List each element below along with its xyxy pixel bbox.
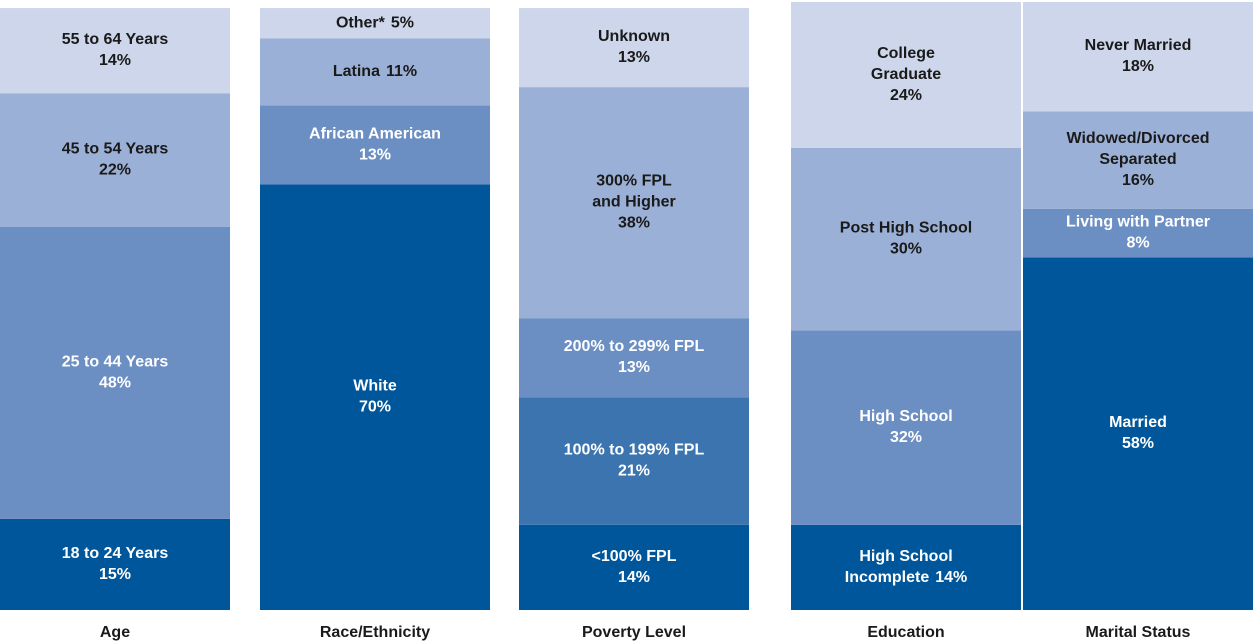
segment-name: 25 to 44 Years: [62, 354, 169, 371]
column-title: Poverty Level: [582, 624, 686, 641]
segment-label: College Graduate 24%: [871, 45, 941, 104]
segment-name: and Higher: [592, 194, 676, 211]
segment-name: White: [353, 378, 397, 395]
segment-label: 25 to 44 Years 48%: [62, 354, 169, 392]
segment-name: High School: [859, 408, 952, 425]
segment-value: 58%: [1122, 435, 1154, 452]
segment-label: High School 32%: [859, 408, 952, 446]
segment-value: 13%: [359, 147, 391, 164]
bar-segment: [0, 8, 230, 94]
segment-label: Unknown 13%: [598, 28, 670, 66]
bar-segment: [260, 38, 490, 106]
segment-value: 48%: [99, 375, 131, 392]
segment-name: 18 to 24 Years: [62, 545, 169, 562]
segment-label: 200% to 299% FPL 13%: [564, 338, 705, 376]
bar-segment: [260, 105, 490, 185]
segment-value: 22%: [99, 162, 131, 179]
segment-label: High School Incomplete 14%: [845, 548, 968, 586]
segment-name: Graduate: [871, 66, 941, 83]
segment-value: 14%: [99, 52, 131, 69]
bar-segment: [260, 184, 490, 610]
bar-segment: [0, 93, 230, 227]
segment-name: 55 to 64 Years: [62, 31, 169, 48]
segment-value: 18%: [1122, 58, 1154, 75]
segment-name: Separated: [1099, 151, 1176, 168]
segment-label: Married 58%: [1109, 414, 1167, 452]
bar-segment: [1023, 257, 1253, 610]
segment-label: Other* 5%: [336, 14, 414, 31]
segment-value: 13%: [618, 49, 650, 66]
segment-label: Living with Partner 8%: [1066, 214, 1210, 252]
segment-name: Other*: [336, 14, 386, 31]
segment-name: 200% to 299% FPL: [564, 338, 705, 355]
segment-label: 18 to 24 Years 15%: [62, 545, 169, 583]
column-title: Education: [867, 624, 944, 641]
segment-name: Widowed/Divorced: [1067, 130, 1210, 147]
segment-name: High School: [859, 548, 952, 565]
segment-label: African American 13%: [309, 126, 441, 164]
bar-segment: [791, 2, 1021, 148]
segment-label: 100% to 199% FPL 21%: [564, 442, 705, 480]
segment-name: Living with Partner: [1066, 214, 1210, 231]
bar-segment: [0, 226, 230, 519]
bar-segment: [519, 397, 749, 525]
column-title: Race/Ethnicity: [320, 624, 430, 641]
bar-segment: [519, 318, 749, 398]
segment-label: 55 to 64 Years 14%: [62, 31, 169, 69]
segment-name: Married: [1109, 414, 1167, 431]
segment-name: College: [877, 45, 935, 62]
segment-label: 45 to 54 Years 22%: [62, 141, 169, 179]
segment-value: 38%: [618, 215, 650, 232]
segment-name: 45 to 54 Years: [62, 141, 169, 158]
bar-segment: [0, 518, 230, 610]
segment-value: 32%: [890, 429, 922, 446]
segment-label: 300% FPL and Higher 38%: [592, 173, 676, 232]
segment-value: 14%: [935, 569, 967, 586]
segment-label: White 70%: [353, 378, 397, 416]
segment-value: 5%: [391, 14, 414, 31]
segment-value: 16%: [1122, 172, 1154, 189]
segment-value: 30%: [890, 241, 922, 258]
bar-segment: [1023, 111, 1253, 209]
bar-segment: [519, 8, 749, 88]
bar-segment: [791, 330, 1021, 525]
segment-name: <100% FPL: [592, 548, 677, 565]
bar-segment: [260, 8, 490, 39]
segment-name: Latina: [333, 63, 380, 80]
segment-value: 8%: [1126, 235, 1149, 252]
bar-segment: [791, 524, 1021, 610]
segment-label: Widowed/Divorced Separated 16%: [1067, 130, 1210, 189]
segment-value: 21%: [618, 463, 650, 480]
bar-segment: [1023, 208, 1253, 258]
segment-name: 100% to 199% FPL: [564, 442, 705, 459]
bar-segment: [519, 87, 749, 319]
column-title: Marital Status: [1086, 624, 1191, 641]
segment-value: 15%: [99, 566, 131, 583]
segment-name: Incomplete: [845, 569, 930, 586]
segment-label: Never Married 18%: [1085, 37, 1192, 75]
segment-name: Never Married: [1085, 37, 1192, 54]
column-title: Age: [100, 624, 130, 641]
bar-segment: [519, 524, 749, 610]
bar-segment: [791, 147, 1021, 331]
segment-value: 11%: [386, 63, 417, 80]
segment-name: 300% FPL: [596, 173, 672, 190]
segment-value: 70%: [359, 399, 391, 416]
bar-segment: [1023, 2, 1253, 112]
segment-value: 14%: [618, 569, 650, 586]
segment-value: 13%: [618, 359, 650, 376]
segment-value: 24%: [890, 87, 922, 104]
segment-name: Unknown: [598, 28, 670, 45]
segment-label: Latina 11%: [333, 63, 417, 80]
segment-name: Post High School: [840, 220, 972, 237]
segment-label: Post High School 30%: [840, 220, 972, 258]
segment-label: <100% FPL 14%: [592, 548, 677, 586]
segment-name: African American: [309, 126, 441, 143]
